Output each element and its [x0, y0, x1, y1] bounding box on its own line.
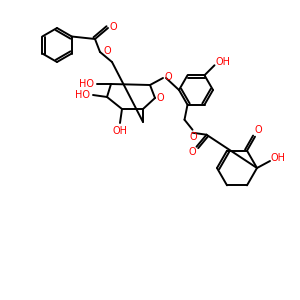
Text: OH: OH — [112, 126, 128, 136]
Text: O: O — [190, 132, 197, 142]
Text: O: O — [103, 46, 111, 56]
Text: O: O — [109, 22, 117, 32]
Text: OH: OH — [271, 153, 286, 163]
Text: HO: HO — [80, 79, 94, 89]
Text: O: O — [254, 125, 262, 135]
Text: O: O — [189, 147, 196, 157]
Text: O: O — [156, 93, 164, 103]
Text: O: O — [164, 72, 172, 82]
Text: HO: HO — [74, 90, 89, 100]
Text: OH: OH — [215, 57, 230, 67]
